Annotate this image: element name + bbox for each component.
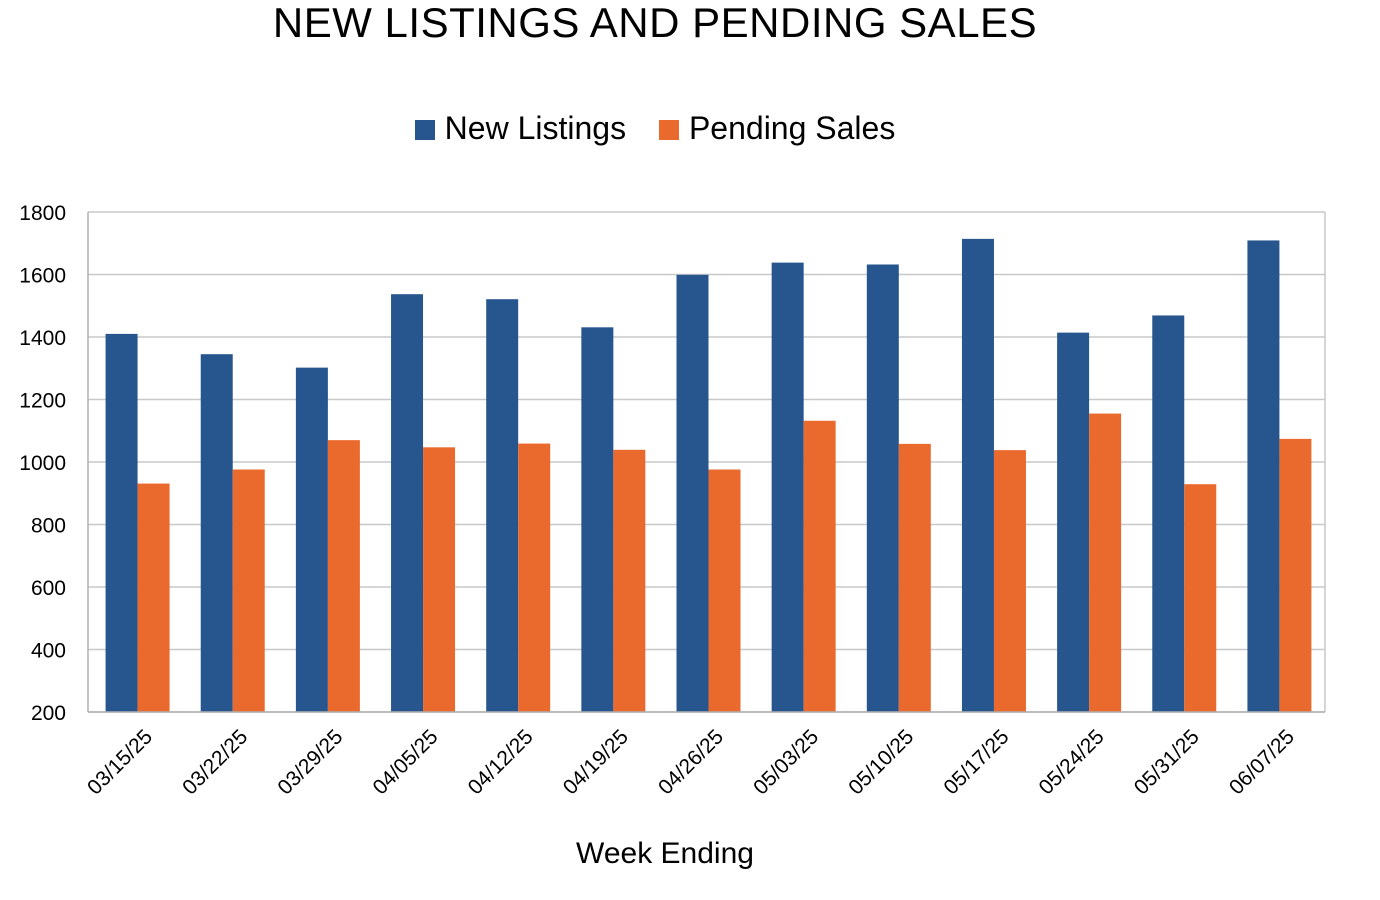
x-tick-label: 05/31/25 bbox=[1130, 725, 1204, 799]
bars bbox=[105, 238, 1312, 713]
x-tick-label: 04/19/25 bbox=[559, 725, 633, 799]
y-axis-ticks: 200 400 600 800 1000 1200 1400 1600 1800 bbox=[19, 202, 66, 725]
x-tick-label: 03/22/25 bbox=[178, 725, 252, 799]
bar-new-listings[interactable] bbox=[1152, 315, 1185, 712]
x-tick-label: 06/07/25 bbox=[1225, 725, 1299, 799]
y-tick-label: 1800 bbox=[19, 202, 66, 225]
y-tick-label: 1000 bbox=[19, 452, 66, 475]
bar-new-listings[interactable] bbox=[105, 333, 138, 712]
y-tick-label: 1400 bbox=[19, 327, 66, 350]
bar-new-listings[interactable] bbox=[676, 274, 709, 712]
x-tick-label: 05/24/25 bbox=[1035, 725, 1109, 799]
x-axis-ticks: 03/15/25 03/22/25 03/29/25 04/05/25 04/12/25… bbox=[83, 725, 1299, 799]
bar-pending-sales[interactable] bbox=[423, 447, 456, 712]
x-tick-label: 03/15/25 bbox=[83, 725, 157, 799]
x-tick-label: 04/12/25 bbox=[464, 725, 538, 799]
bar-new-listings[interactable] bbox=[1057, 332, 1090, 712]
x-axis-label: Week Ending bbox=[576, 837, 754, 870]
bar-new-listings[interactable] bbox=[866, 264, 899, 713]
bar-pending-sales[interactable] bbox=[993, 450, 1026, 712]
legend-swatch-pending-sales bbox=[658, 120, 679, 140]
bar-pending-sales[interactable] bbox=[803, 420, 836, 712]
y-tick-label: 1600 bbox=[19, 265, 66, 288]
x-tick-label: 04/26/25 bbox=[654, 725, 728, 799]
legend-item-new-listings[interactable]: New Listings bbox=[414, 108, 627, 148]
bar-pending-sales[interactable] bbox=[613, 449, 646, 712]
y-tick-label: 800 bbox=[31, 515, 66, 538]
bar-new-listings[interactable] bbox=[1247, 240, 1280, 712]
legend-label-pending-sales: Pending Sales bbox=[688, 110, 896, 146]
bar-new-listings[interactable] bbox=[771, 262, 804, 712]
bar-pending-sales[interactable] bbox=[232, 469, 265, 713]
bar-pending-sales[interactable] bbox=[137, 483, 170, 712]
bar-new-listings[interactable] bbox=[200, 354, 233, 712]
bar-new-listings[interactable] bbox=[581, 327, 614, 712]
x-tick-label: 05/10/25 bbox=[844, 725, 918, 799]
bar-pending-sales[interactable] bbox=[518, 443, 551, 712]
x-tick-label: 04/05/25 bbox=[369, 725, 443, 799]
y-tick-label: 400 bbox=[31, 640, 66, 663]
x-tick-label: 03/29/25 bbox=[273, 725, 347, 799]
bar-pending-sales[interactable] bbox=[1279, 438, 1312, 712]
bar-new-listings[interactable] bbox=[391, 294, 424, 712]
legend: New Listings Pending Sales bbox=[0, 108, 1310, 148]
x-tick-label: 05/17/25 bbox=[939, 725, 1013, 799]
bar-new-listings[interactable] bbox=[295, 367, 328, 712]
chart-title: NEW LISTINGS AND PENDING SALES bbox=[272, 0, 1038, 46]
axes bbox=[87, 212, 1326, 713]
bar-pending-sales[interactable] bbox=[898, 443, 931, 712]
bar-pending-sales[interactable] bbox=[327, 440, 360, 712]
bar-new-listings[interactable] bbox=[486, 299, 519, 712]
legend-label-new-listings: New Listings bbox=[444, 110, 627, 146]
bar-pending-sales[interactable] bbox=[1184, 484, 1217, 712]
y-tick-label: 1200 bbox=[19, 390, 66, 413]
bar-pending-sales[interactable] bbox=[708, 469, 741, 713]
y-tick-label: 600 bbox=[31, 577, 66, 600]
legend-item-pending-sales[interactable]: Pending Sales bbox=[658, 108, 896, 148]
bar-pending-sales[interactable] bbox=[1089, 413, 1122, 712]
bar-new-listings[interactable] bbox=[961, 238, 994, 712]
x-tick-label: 05/03/25 bbox=[749, 725, 823, 799]
y-tick-label: 200 bbox=[31, 702, 66, 725]
legend-swatch-new-listings bbox=[414, 120, 435, 140]
